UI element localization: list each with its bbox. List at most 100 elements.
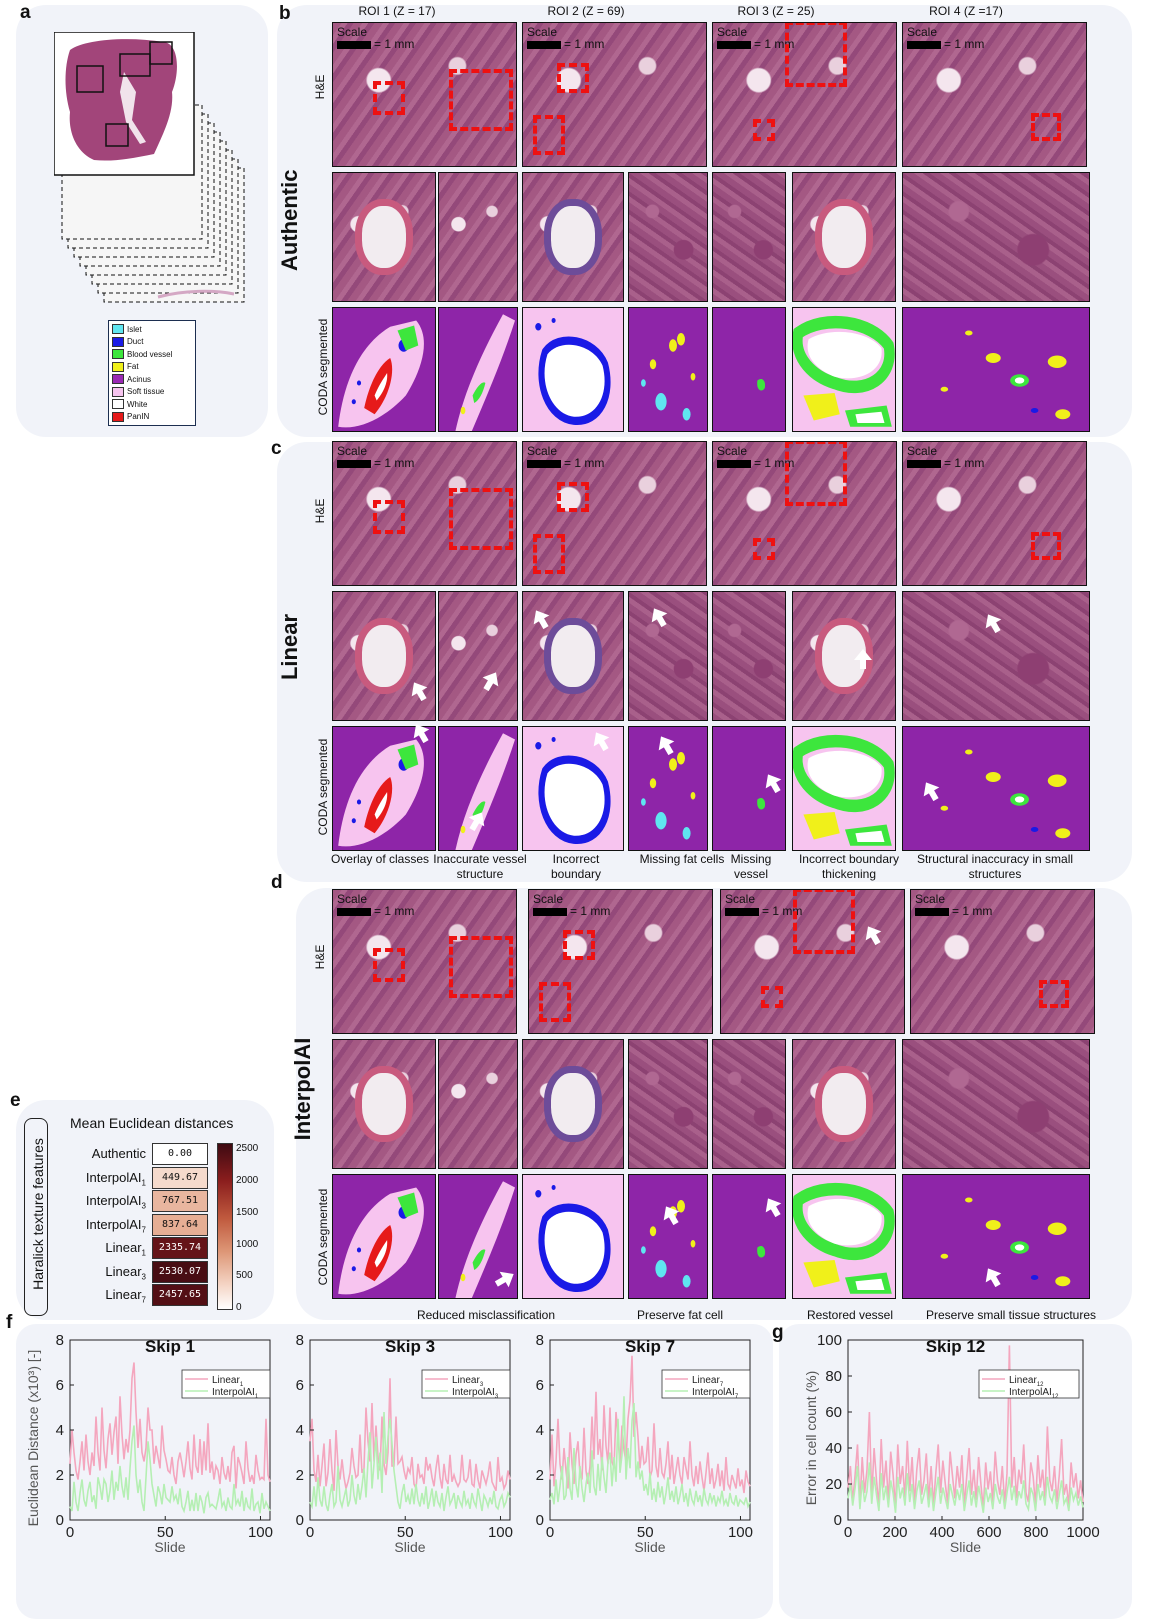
scale-label: Scale bbox=[725, 892, 756, 906]
interpolai-caption: Preserve small tissue structures bbox=[925, 1308, 1097, 1322]
he-overview-image: Scale = 1 mm bbox=[910, 889, 1095, 1034]
lumen-shape bbox=[361, 1073, 407, 1135]
roi-highlight-box bbox=[533, 534, 565, 574]
roi-highlight-box bbox=[1039, 980, 1069, 1008]
arrow-icon bbox=[655, 734, 677, 756]
he-zoom-image bbox=[902, 1039, 1090, 1169]
scale-value: = 1 mm bbox=[762, 904, 803, 918]
legend-item: PanIN bbox=[112, 411, 192, 424]
he-zoom-image bbox=[902, 172, 1090, 302]
legend-item: Fat bbox=[112, 361, 192, 374]
arrow-icon bbox=[648, 606, 670, 628]
y-tick-label: 8 bbox=[536, 1332, 544, 1349]
legend-entry-name: Linear bbox=[452, 1375, 480, 1386]
he-zoom-image bbox=[712, 591, 786, 721]
series-line bbox=[69, 1362, 271, 1489]
he-overview-image: Scale = 1 mm bbox=[712, 441, 897, 586]
arrow-icon bbox=[410, 722, 432, 744]
y-tick-label: 2 bbox=[536, 1467, 544, 1484]
legend-entry-subscript: 7 bbox=[720, 1382, 724, 1388]
roi-header-1: ROI 1 (Z = 17) bbox=[358, 4, 436, 18]
scale-value: = 1 mm bbox=[754, 37, 795, 51]
arrow-icon bbox=[590, 730, 612, 752]
y-tick-label: 0 bbox=[536, 1512, 544, 1529]
scale-bar bbox=[725, 908, 759, 916]
legend-item: Islet bbox=[112, 323, 192, 336]
slide-stack bbox=[54, 32, 245, 303]
scale-bar bbox=[527, 41, 561, 49]
series-line bbox=[69, 1425, 271, 1514]
arrow-icon bbox=[762, 1196, 784, 1218]
class-legend-rows: Islet Duct Blood vessel Fat Acinus Soft tissu… bbox=[112, 323, 192, 423]
y-tick-label: 80 bbox=[825, 1368, 842, 1385]
legend-entry-name: Linear bbox=[1009, 1375, 1037, 1386]
y-tick-label: 0 bbox=[296, 1512, 304, 1529]
arrow-icon bbox=[982, 1266, 1004, 1288]
legend-item: Duct bbox=[112, 336, 192, 349]
line-chart: 0 50 100 0 2 4 6 8 Skip 1 Slide Euclidean Distance… bbox=[25, 1332, 273, 1555]
scale-bar bbox=[915, 908, 949, 916]
y-tick-label: 100 bbox=[817, 1332, 842, 1349]
legend-entry: Linear3 bbox=[452, 1375, 484, 1388]
he-zoom-image bbox=[712, 1039, 786, 1169]
heatmap-row-label: Authentic bbox=[50, 1146, 146, 1161]
heatmap-row-name: Linear bbox=[105, 1240, 142, 1255]
heatmap-side-box bbox=[24, 1118, 48, 1316]
scale-value: = 1 mm bbox=[564, 37, 605, 51]
legend-entry-name: InterpolAI bbox=[452, 1387, 495, 1398]
legend-entry: InterpolAI12 bbox=[1009, 1387, 1059, 1400]
arrow-icon bbox=[982, 612, 1004, 634]
he-overview-image: Scale = 1 mm bbox=[720, 889, 905, 1034]
scale-label: Scale bbox=[337, 25, 368, 39]
scale-value: = 1 mm bbox=[374, 904, 415, 918]
colorbar-tick-label: 500 bbox=[236, 1270, 253, 1282]
heatmap-cell: 2457.65 bbox=[152, 1284, 208, 1306]
legend-label: Duct bbox=[127, 337, 144, 347]
heatmap-side-label: Haralick texture features bbox=[30, 1138, 46, 1290]
colorbar-tick-label: 1500 bbox=[236, 1206, 259, 1218]
legend-entry-subscript: 12 bbox=[1052, 1394, 1059, 1400]
lumen-shape bbox=[821, 206, 867, 268]
legend-entry-subscript: 12 bbox=[1037, 1382, 1044, 1388]
chart-title: Skip 12 bbox=[926, 1337, 986, 1356]
legend-swatch bbox=[112, 336, 124, 347]
scale-bar bbox=[337, 41, 371, 49]
legend-label: Acinus bbox=[127, 374, 152, 384]
heatmap-row-label: Linear1 bbox=[50, 1240, 146, 1258]
roi-highlight-box bbox=[373, 81, 405, 115]
roi-highlight-box bbox=[449, 936, 513, 998]
heatmap-cell: 837.64 bbox=[152, 1213, 208, 1236]
arrow-icon bbox=[494, 1268, 516, 1290]
segmentation-map bbox=[712, 1174, 786, 1299]
x-axis-label: Slide bbox=[634, 1539, 665, 1555]
legend-item: White bbox=[112, 398, 192, 411]
heatmap-row-subscript: 1 bbox=[141, 1248, 146, 1258]
arrow-icon bbox=[480, 670, 502, 692]
heatmap-row-label: InterpolAI3 bbox=[50, 1193, 146, 1211]
heatmap-title: Mean Euclidean distances bbox=[70, 1115, 234, 1131]
legend-entry: Linear7 bbox=[692, 1375, 724, 1388]
legend-item: Soft tissue bbox=[112, 386, 192, 399]
x-axis-label: Slide bbox=[394, 1539, 425, 1555]
series-line bbox=[309, 1411, 511, 1512]
arrow-icon bbox=[862, 924, 884, 946]
roi-header-2: ROI 2 (Z = 69) bbox=[547, 4, 625, 18]
legend-label: Fat bbox=[127, 362, 139, 372]
legend-entry: Linear12 bbox=[1009, 1375, 1044, 1388]
legend-label: White bbox=[127, 399, 148, 409]
scale-bar bbox=[907, 41, 941, 49]
roi-header-4: ROI 4 (Z =17) bbox=[929, 4, 1003, 18]
heatmap-cell: 0.00 bbox=[152, 1143, 208, 1165]
panel-letter-f: f bbox=[6, 1312, 13, 1333]
he-overview-image: Scale = 1 mm bbox=[528, 889, 713, 1034]
y-axis-label: Euclidean Distance (x10³) [-] bbox=[25, 1350, 41, 1527]
roi-highlight-box bbox=[785, 23, 847, 87]
legend-swatch bbox=[112, 361, 124, 372]
scale-value: = 1 mm bbox=[374, 37, 415, 51]
heatmap-cell: 449.67 bbox=[152, 1166, 208, 1189]
y-tick-label: 2 bbox=[56, 1467, 64, 1484]
heatmap-row-subscript: 7 bbox=[141, 1225, 146, 1235]
segmentation-map bbox=[438, 726, 518, 851]
